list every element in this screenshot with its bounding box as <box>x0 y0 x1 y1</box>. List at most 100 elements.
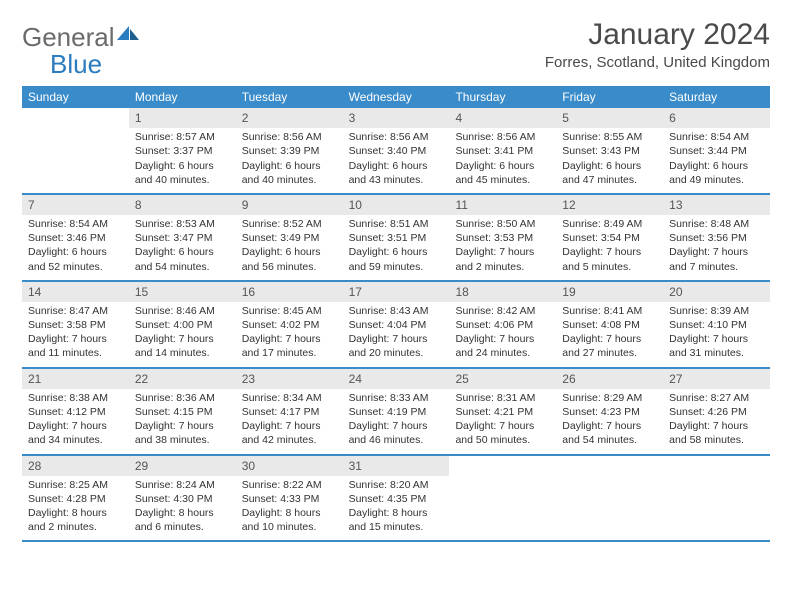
day-number: 8 <box>129 195 236 215</box>
calendar-cell: 29Sunrise: 8:24 AMSunset: 4:30 PMDayligh… <box>129 456 236 541</box>
sunset-text: Sunset: 3:49 PM <box>242 231 337 245</box>
page-header: General Blue January 2024 Forres, Scotla… <box>22 18 770 78</box>
day-number: 24 <box>343 369 450 389</box>
calendar-cell: 22Sunrise: 8:36 AMSunset: 4:15 PMDayligh… <box>129 369 236 454</box>
sunrise-text: Sunrise: 8:25 AM <box>28 478 123 492</box>
weeks-container: 1Sunrise: 8:57 AMSunset: 3:37 PMDaylight… <box>22 108 770 542</box>
logo-text-blue: Blue <box>22 49 102 79</box>
sunrise-text: Sunrise: 8:57 AM <box>135 130 230 144</box>
sunset-text: Sunset: 3:56 PM <box>669 231 764 245</box>
daylight-text: Daylight: 8 hours and 10 minutes. <box>242 506 337 534</box>
daylight-text: Daylight: 7 hours and 34 minutes. <box>28 419 123 447</box>
calendar-cell: 17 Sunrise: 8:43 AMSunset: 4:04 PMDayligh… <box>343 282 450 367</box>
month-title: January 2024 <box>545 18 770 52</box>
sunrise-text: Sunrise: 8:31 AM <box>455 391 550 405</box>
sunset-text: Sunset: 4:21 PM <box>455 405 550 419</box>
day-header-wed: Wednesday <box>343 86 450 108</box>
day-body: Sunrise: 8:54 AMSunset: 3:44 PMDaylight:… <box>663 128 770 193</box>
daylight-text: Daylight: 6 hours and 43 minutes. <box>349 159 444 187</box>
calendar-cell: 30Sunrise: 8:22 AMSunset: 4:33 PMDayligh… <box>236 456 343 541</box>
calendar-cell: 19Sunrise: 8:41 AMSunset: 4:08 PMDayligh… <box>556 282 663 367</box>
day-number: 18 <box>449 282 556 302</box>
day-number: 16 <box>236 282 343 302</box>
sunrise-text: Sunrise: 8:53 AM <box>135 217 230 231</box>
day-number: 15 <box>129 282 236 302</box>
day-number: 10 <box>343 195 450 215</box>
daylight-text: Daylight: 7 hours and 24 minutes. <box>455 332 550 360</box>
daylight-text: Daylight: 6 hours and 56 minutes. <box>242 245 337 273</box>
day-header-mon: Monday <box>129 86 236 108</box>
calendar-cell: 16Sunrise: 8:45 AMSunset: 4:02 PMDayligh… <box>236 282 343 367</box>
day-body: Sunrise: 8:55 AMSunset: 3:43 PMDaylight:… <box>556 128 663 193</box>
week-row: 21Sunrise: 8:38 AMSunset: 4:12 PMDayligh… <box>22 369 770 456</box>
sunset-text: Sunset: 4:30 PM <box>135 492 230 506</box>
day-number: 29 <box>129 456 236 476</box>
sunrise-text: Sunrise: 8:41 AM <box>562 304 657 318</box>
day-body: Sunrise: 8:20 AMSunset: 4:35 PMDaylight:… <box>343 476 450 541</box>
sunrise-text: Sunrise: 8:36 AM <box>135 391 230 405</box>
sunset-text: Sunset: 3:51 PM <box>349 231 444 245</box>
daylight-text: Daylight: 7 hours and 27 minutes. <box>562 332 657 360</box>
daylight-text: Daylight: 6 hours and 47 minutes. <box>562 159 657 187</box>
sunrise-text: Sunrise: 8:43 AM <box>349 304 444 318</box>
sunrise-text: Sunrise: 8:29 AM <box>562 391 657 405</box>
calendar-cell: 28Sunrise: 8:25 AMSunset: 4:28 PMDayligh… <box>22 456 129 541</box>
day-body: Sunrise: 8:34 AMSunset: 4:17 PMDaylight:… <box>236 389 343 454</box>
calendar-cell: 15Sunrise: 8:46 AMSunset: 4:00 PMDayligh… <box>129 282 236 367</box>
sunrise-text: Sunrise: 8:42 AM <box>455 304 550 318</box>
calendar-cell: 14Sunrise: 8:47 AMSunset: 3:58 PMDayligh… <box>22 282 129 367</box>
sunrise-text: Sunrise: 8:47 AM <box>28 304 123 318</box>
sunset-text: Sunset: 4:04 PM <box>349 318 444 332</box>
sunrise-text: Sunrise: 8:54 AM <box>669 130 764 144</box>
sunset-text: Sunset: 3:39 PM <box>242 144 337 158</box>
day-body: Sunrise: 8:25 AMSunset: 4:28 PMDaylight:… <box>22 476 129 541</box>
calendar-cell <box>449 456 556 541</box>
week-row: 7Sunrise: 8:54 AMSunset: 3:46 PMDaylight… <box>22 195 770 282</box>
daylight-text: Daylight: 6 hours and 40 minutes. <box>242 159 337 187</box>
sunset-text: Sunset: 4:19 PM <box>349 405 444 419</box>
location-text: Forres, Scotland, United Kingdom <box>545 54 770 71</box>
sunrise-text: Sunrise: 8:45 AM <box>242 304 337 318</box>
daylight-text: Daylight: 7 hours and 20 minutes. <box>349 332 444 360</box>
sunrise-text: Sunrise: 8:27 AM <box>669 391 764 405</box>
sunrise-text: Sunrise: 8:33 AM <box>349 391 444 405</box>
sunset-text: Sunset: 4:33 PM <box>242 492 337 506</box>
calendar-cell: 20Sunrise: 8:39 AMSunset: 4:10 PMDayligh… <box>663 282 770 367</box>
sunset-text: Sunset: 4:06 PM <box>455 318 550 332</box>
calendar-cell: 9Sunrise: 8:52 AMSunset: 3:49 PMDaylight… <box>236 195 343 280</box>
logo-text-general: General <box>22 22 115 52</box>
sunrise-text: Sunrise: 8:46 AM <box>135 304 230 318</box>
day-body: Sunrise: 8:49 AMSunset: 3:54 PMDaylight:… <box>556 215 663 280</box>
daylight-text: Daylight: 7 hours and 46 minutes. <box>349 419 444 447</box>
sunrise-text: Sunrise: 8:56 AM <box>455 130 550 144</box>
day-number: 17 <box>343 282 450 302</box>
day-number: 12 <box>556 195 663 215</box>
day-number: 2 <box>236 108 343 128</box>
sunset-text: Sunset: 4:00 PM <box>135 318 230 332</box>
sunrise-text: Sunrise: 8:56 AM <box>242 130 337 144</box>
sunset-text: Sunset: 3:40 PM <box>349 144 444 158</box>
daylight-text: Daylight: 7 hours and 58 minutes. <box>669 419 764 447</box>
day-number: 22 <box>129 369 236 389</box>
day-number: 30 <box>236 456 343 476</box>
sunset-text: Sunset: 3:58 PM <box>28 318 123 332</box>
sunset-text: Sunset: 4:26 PM <box>669 405 764 419</box>
sunset-text: Sunset: 4:02 PM <box>242 318 337 332</box>
day-body: Sunrise: 8:56 AMSunset: 3:39 PMDaylight:… <box>236 128 343 193</box>
title-block: January 2024 Forres, Scotland, United Ki… <box>545 18 770 71</box>
logo-sail-icon <box>117 26 139 47</box>
day-body: Sunrise: 8:50 AMSunset: 3:53 PMDaylight:… <box>449 215 556 280</box>
sunrise-text: Sunrise: 8:24 AM <box>135 478 230 492</box>
calendar-cell: 21Sunrise: 8:38 AMSunset: 4:12 PMDayligh… <box>22 369 129 454</box>
calendar-cell: 10Sunrise: 8:51 AMSunset: 3:51 PMDayligh… <box>343 195 450 280</box>
sunset-text: Sunset: 3:46 PM <box>28 231 123 245</box>
daylight-text: Daylight: 8 hours and 15 minutes. <box>349 506 444 534</box>
calendar-cell <box>22 108 129 193</box>
day-body: Sunrise: 8:48 AMSunset: 3:56 PMDaylight:… <box>663 215 770 280</box>
daylight-text: Daylight: 7 hours and 5 minutes. <box>562 245 657 273</box>
sunset-text: Sunset: 4:12 PM <box>28 405 123 419</box>
week-row: 28Sunrise: 8:25 AMSunset: 4:28 PMDayligh… <box>22 456 770 543</box>
daylight-text: Daylight: 6 hours and 49 minutes. <box>669 159 764 187</box>
sunset-text: Sunset: 4:10 PM <box>669 318 764 332</box>
daylight-text: Daylight: 7 hours and 11 minutes. <box>28 332 123 360</box>
